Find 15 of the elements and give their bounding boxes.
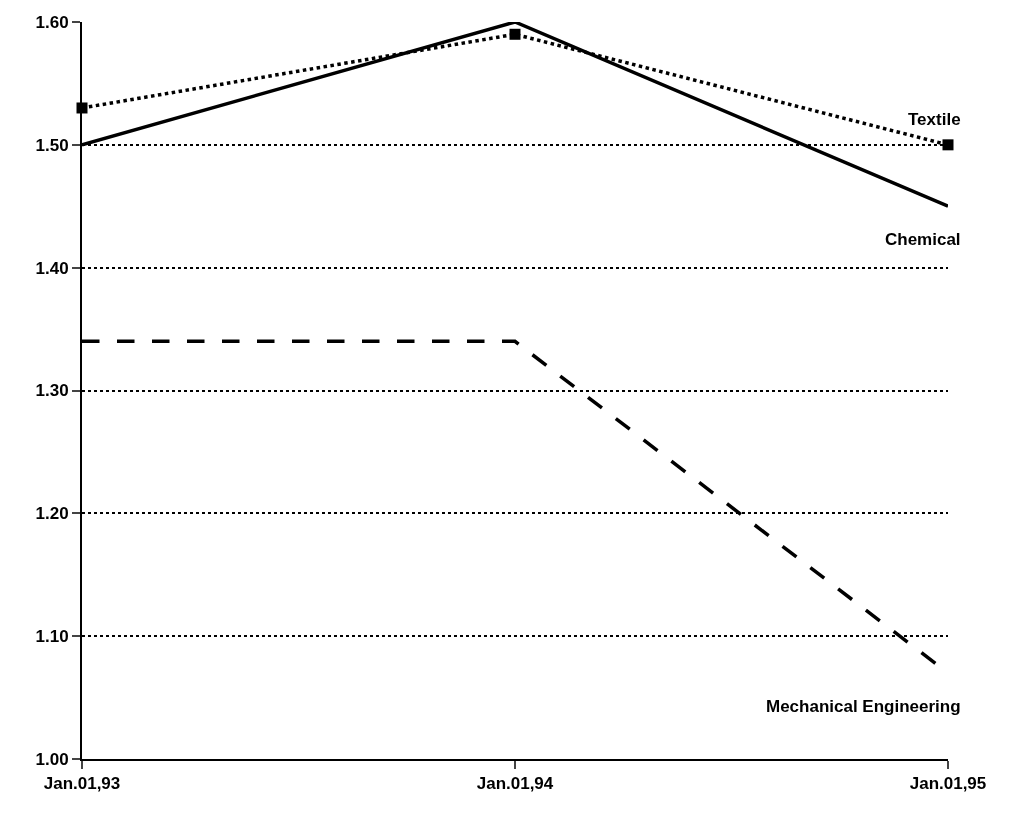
point xyxy=(509,28,521,40)
y-tick-label: 1.40 xyxy=(35,258,69,278)
series-label: Textile xyxy=(908,110,961,129)
x-tick-label: Jan.01,95 xyxy=(909,774,987,794)
series-label: Chemical xyxy=(885,230,961,249)
point xyxy=(942,139,954,151)
y-tick-label: 1.10 xyxy=(35,627,69,647)
series-label: Mechanical Engineering xyxy=(766,697,961,716)
x-tick-label: Jan.01,94 xyxy=(476,774,554,794)
y-tick-label: 1.20 xyxy=(35,504,69,524)
y-tick-label: 1.50 xyxy=(35,135,69,155)
y-tick-label: 1.60 xyxy=(35,12,69,32)
y-tick-label: 1.30 xyxy=(35,381,69,401)
x-tick-label: Jan.01,93 xyxy=(43,774,121,794)
y-tick-label: 1.00 xyxy=(35,749,69,769)
